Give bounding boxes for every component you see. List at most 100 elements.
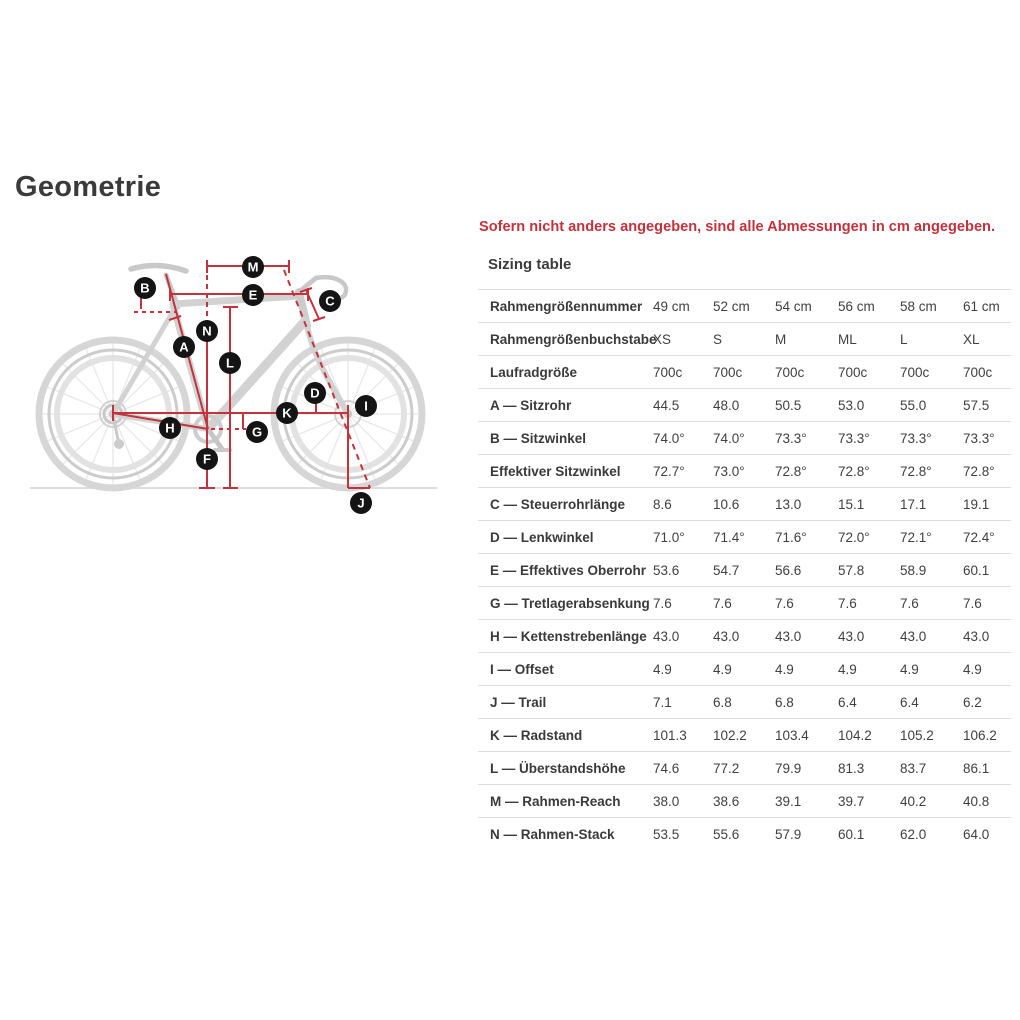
row-value: 73.3° <box>963 430 995 446</box>
row-value: 72.1° <box>900 529 932 545</box>
svg-text:M: M <box>248 260 259 275</box>
table-row: Rahmengrößennummer 49 cm 52 cm 54 cm 56 … <box>478 289 1011 323</box>
row-value: 57.8 <box>838 562 865 578</box>
table-row: A — Sitzrohr 44.5 48.0 50.5 53.0 55.0 57… <box>478 388 1011 422</box>
row-label: G — Tretlagerabsenkung <box>490 595 650 611</box>
row-value: S <box>713 331 723 347</box>
row-value: 6.8 <box>775 694 794 710</box>
row-value: M <box>775 331 787 347</box>
row-label: Laufradgröße <box>490 364 578 380</box>
row-value: 7.6 <box>653 595 672 611</box>
row-value: 57.5 <box>963 397 990 413</box>
row-value: 13.0 <box>775 496 802 512</box>
row-value: 38.0 <box>653 793 680 809</box>
row-value: 700c <box>653 364 683 380</box>
row-value: 56.6 <box>775 562 802 578</box>
table-row: Effektiver Sitzwinkel 72.7° 73.0° 72.8° … <box>478 454 1011 488</box>
sizing-table-heading: Sizing table <box>488 256 572 273</box>
row-value: 74.0° <box>713 430 745 446</box>
row-value: 43.0 <box>775 628 802 644</box>
row-label: E — Effektives Oberrohr <box>490 562 647 578</box>
row-value: 43.0 <box>713 628 740 644</box>
row-value: 43.0 <box>653 628 680 644</box>
svg-text:I: I <box>364 399 368 414</box>
row-value: 43.0 <box>900 628 927 644</box>
table-row: Laufradgröße 700c 700c 700c 700c 700c 70… <box>478 355 1011 389</box>
callout-c: C <box>319 290 341 312</box>
row-value: 72.4° <box>963 529 995 545</box>
row-value: 15.1 <box>838 496 865 512</box>
table-row: H — Kettenstrebenlänge 43.0 43.0 43.0 43… <box>478 619 1011 653</box>
svg-text:E: E <box>249 288 258 303</box>
table-row: G — Tretlagerabsenkung 7.6 7.6 7.6 7.6 7… <box>478 586 1011 620</box>
geometry-table: Rahmengrößennummer 49 cm 52 cm 54 cm 56 … <box>478 289 1011 851</box>
row-value: 39.1 <box>775 793 802 809</box>
callout-m: M <box>242 256 264 278</box>
row-value: 81.3 <box>838 760 865 776</box>
row-value: 50.5 <box>775 397 802 413</box>
row-value: 44.5 <box>653 397 680 413</box>
row-value: 74.0° <box>653 430 685 446</box>
saddle <box>128 262 189 274</box>
row-value: 77.2 <box>713 760 740 776</box>
svg-text:G: G <box>252 425 262 440</box>
row-value: 53.6 <box>653 562 680 578</box>
table-row: B — Sitzwinkel 74.0° 74.0° 73.3° 73.3° 7… <box>478 421 1011 455</box>
row-value: 700c <box>900 364 930 380</box>
row-value: 700c <box>775 364 805 380</box>
row-value: 53.0 <box>838 397 865 413</box>
row-value: 43.0 <box>838 628 865 644</box>
svg-text:C: C <box>325 294 335 309</box>
row-label: Rahmengrößenbuchstabe <box>490 331 657 347</box>
callout-g: G <box>246 421 268 443</box>
row-value: 104.2 <box>838 727 872 743</box>
row-value: 8.6 <box>653 496 672 512</box>
row-value: 4.9 <box>653 661 672 677</box>
callout-h: H <box>159 417 181 439</box>
row-value: 72.0° <box>838 529 870 545</box>
row-value: 4.9 <box>838 661 857 677</box>
row-value: 103.4 <box>775 727 809 743</box>
row-value: 60.1 <box>838 826 865 842</box>
row-label: I — Offset <box>490 661 554 677</box>
row-value: 40.2 <box>900 793 927 809</box>
row-value: ML <box>838 331 857 347</box>
row-value: 101.3 <box>653 727 687 743</box>
row-value: 54 cm <box>775 298 812 314</box>
bike-geometry-diagram: M E B C N A L D K I H G F J <box>30 256 437 514</box>
row-value: 6.4 <box>838 694 857 710</box>
row-value: 61 cm <box>963 298 1000 314</box>
row-value: 73.0° <box>713 463 745 479</box>
table-row: L — Überstandshöhe 74.6 77.2 79.9 81.3 8… <box>478 751 1011 785</box>
row-value: 7.6 <box>900 595 919 611</box>
table-row: M — Rahmen-Reach 38.0 38.6 39.1 39.7 40.… <box>478 784 1011 818</box>
callout-k: K <box>276 402 298 424</box>
row-value: 6.4 <box>900 694 919 710</box>
row-value: 83.7 <box>900 760 927 776</box>
row-value: 39.7 <box>838 793 865 809</box>
callout-n: N <box>196 320 218 342</box>
row-value: 73.3° <box>775 430 807 446</box>
row-value: 72.8° <box>963 463 995 479</box>
row-value: 17.1 <box>900 496 927 512</box>
row-label: M — Rahmen-Reach <box>490 793 621 809</box>
row-value: 52 cm <box>713 298 750 314</box>
row-value: 86.1 <box>963 760 990 776</box>
row-value: 57.9 <box>775 826 802 842</box>
table-row: Rahmengrößenbuchstabe XS S M ML L XL <box>478 322 1011 356</box>
callout-f: F <box>196 448 218 470</box>
svg-text:A: A <box>179 340 189 355</box>
row-label: Effektiver Sitzwinkel <box>490 463 621 479</box>
row-value: 4.9 <box>713 661 732 677</box>
row-value: 7.6 <box>963 595 982 611</box>
row-value: 43.0 <box>963 628 990 644</box>
row-label: Rahmengrößennummer <box>490 298 643 314</box>
row-value: XS <box>653 331 672 347</box>
table-row: J — Trail 7.1 6.8 6.8 6.4 6.4 6.2 <box>478 685 1011 719</box>
row-label: N — Rahmen-Stack <box>490 826 615 842</box>
row-value: 40.8 <box>963 793 990 809</box>
row-value: 105.2 <box>900 727 934 743</box>
row-label: H — Kettenstrebenlänge <box>490 628 647 644</box>
row-label: L — Überstandshöhe <box>490 760 626 776</box>
svg-text:L: L <box>226 356 234 371</box>
